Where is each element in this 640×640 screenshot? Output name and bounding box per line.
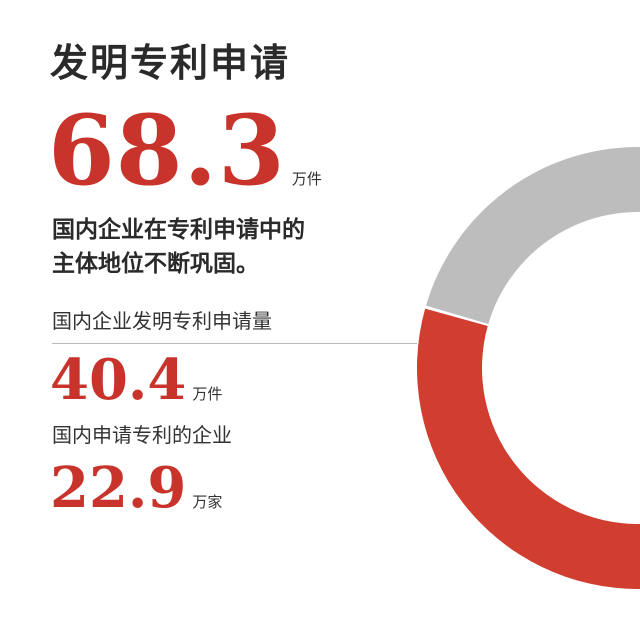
- stat-label-domestic-applications: 国内企业发明专利申请量: [52, 309, 272, 333]
- description-line-1: 国内企业在专利申请中的: [52, 217, 305, 243]
- divider: [52, 343, 417, 344]
- total-value: 68.3: [48, 94, 286, 207]
- stat-value-domestic-applications: 40.4: [50, 347, 187, 413]
- stat-label-enterprises: 国内申请专利的企业: [52, 423, 232, 447]
- description-line-2: 主体地位不断巩固。: [52, 251, 259, 277]
- total-row: 68.3 万件: [48, 96, 322, 206]
- total-unit: 万件: [291, 170, 322, 188]
- donut-slice-other: [425, 147, 640, 324]
- donut-slice-domestic: [417, 308, 640, 589]
- stat-row-enterprises: 22.9 万家: [50, 456, 222, 520]
- stat-unit: 万件: [192, 385, 223, 403]
- stat-value-enterprises: 22.9: [50, 455, 187, 521]
- page-title: 发明专利申请: [50, 41, 291, 85]
- stat-row-domestic-applications: 40.4 万件: [50, 348, 222, 412]
- stat-unit: 万家: [192, 493, 223, 511]
